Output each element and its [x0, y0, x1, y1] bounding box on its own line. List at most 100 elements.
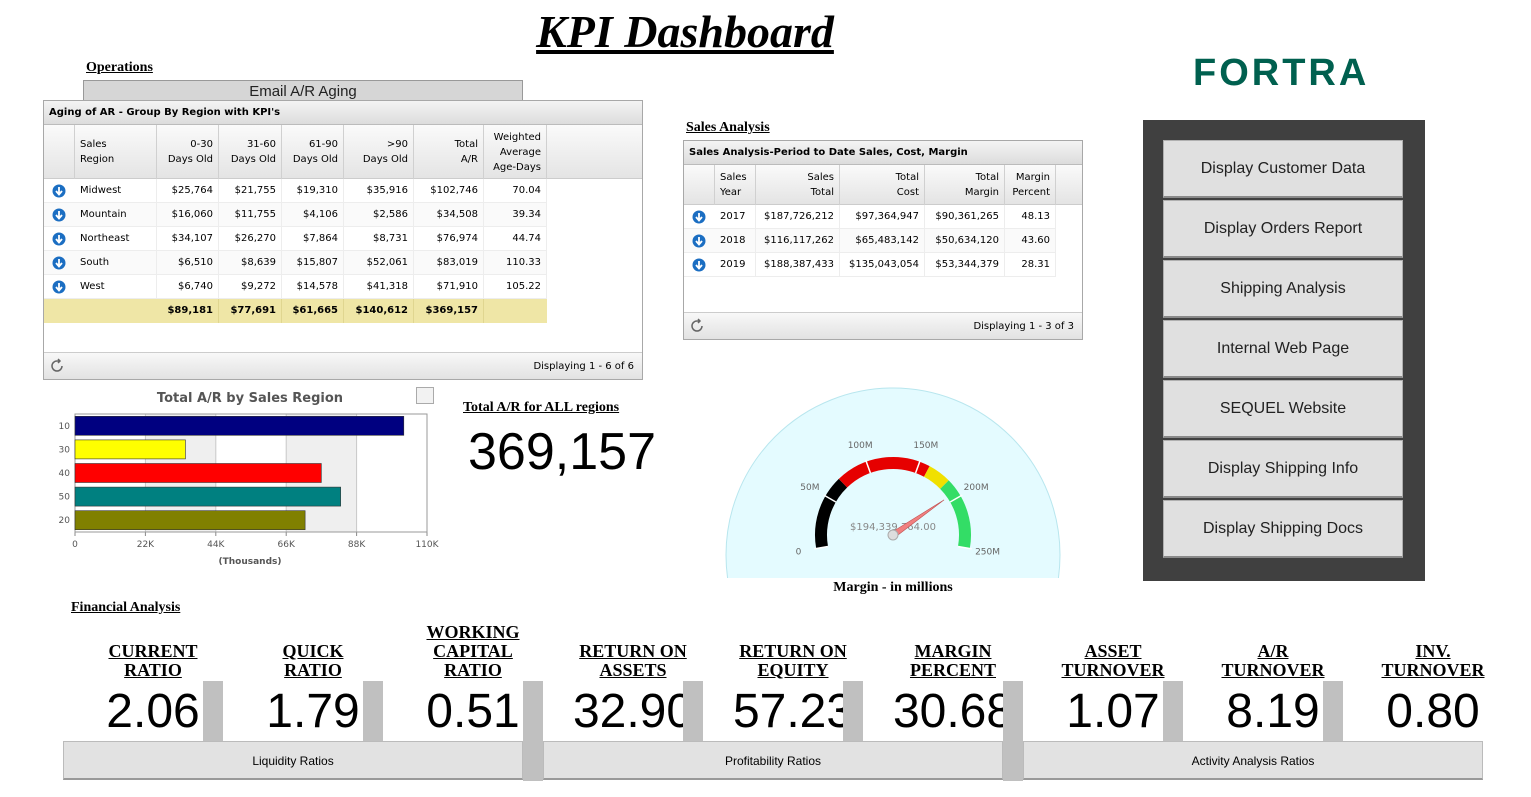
header-cell [44, 125, 75, 179]
refresh-icon[interactable] [689, 317, 705, 334]
download-icon[interactable] [416, 387, 434, 404]
nav-button[interactable]: Display Shipping Docs [1163, 500, 1403, 558]
separator [1003, 681, 1023, 781]
total-ar-label: Total A/R for ALL regions [463, 400, 620, 415]
grid-cell: $35,916 [344, 179, 414, 203]
grid-cell: South [75, 251, 157, 275]
grid-cell: $7,864 [282, 227, 344, 251]
email-button[interactable]: Email A/R Aging [83, 80, 523, 100]
grid-cell: $19,310 [282, 179, 344, 203]
grid-cell: $41,318 [344, 275, 414, 299]
bar [74, 439, 186, 460]
grid-band [286, 414, 357, 532]
icon-arrow [695, 213, 703, 222]
x-tick-label: 44K [207, 540, 225, 550]
grid-cell: 2019 [715, 253, 756, 277]
grid-cell: 28.31 [1005, 253, 1056, 277]
nav-button[interactable]: SEQUEL Website [1163, 380, 1403, 438]
expand-icon[interactable] [692, 234, 706, 248]
grid-cell: $15,807 [282, 251, 344, 275]
grid-title: Sales Analysis-Period to Date Sales, Cos… [684, 141, 1082, 165]
grid-cell: $2,586 [344, 203, 414, 227]
total-cell: $369,157 [414, 299, 484, 323]
gauge-tick [914, 459, 922, 474]
grid-row [44, 179, 547, 203]
grid-row [44, 251, 547, 275]
kpi-label: INV. TURNOVER [1381, 641, 1485, 680]
nav-button[interactable]: Display Orders Report [1163, 200, 1403, 258]
grid-footer: Displaying 1 - 3 of 3 [684, 312, 1082, 339]
section-label: Sales Analysis [686, 120, 770, 135]
grid-footer: Displaying 1 - 6 of 6 [44, 352, 642, 379]
column-header: Total A/R [414, 125, 484, 179]
column-header: Sales Region [75, 125, 157, 179]
icon-arrow [695, 237, 703, 246]
grid-cell: $16,060 [157, 203, 219, 227]
kpi-label: WORKING CAPITAL RATIO [426, 622, 520, 680]
grid-cell: $65,483,142 [840, 229, 925, 253]
expand-icon[interactable] [52, 256, 66, 270]
grid-cell: $83,019 [414, 251, 484, 275]
grid-cell: $14,578 [282, 275, 344, 299]
kpi-label: CURRENT RATIO [108, 641, 198, 680]
grid-cell: $21,755 [219, 179, 282, 203]
x-axis-label: (Thousands) [219, 557, 282, 567]
grid-cell: $34,508 [414, 203, 484, 227]
grid-cell: $187,726,212 [756, 205, 840, 229]
grid-cell: $6,740 [157, 275, 219, 299]
chart-title: Total A/R by Sales Region [157, 391, 343, 406]
kpi-value: 57.23 [732, 685, 854, 738]
gauge-title: Margin - in millions [833, 580, 953, 595]
grid-cell: $97,364,947 [840, 205, 925, 229]
grid-cell: $76,974 [414, 227, 484, 251]
gauge-band [940, 480, 971, 549]
kpi-label: ASSET TURNOVER [1061, 641, 1165, 680]
nav-button[interactable]: Internal Web Page [1163, 320, 1403, 378]
expand-icon[interactable] [52, 184, 66, 198]
total-cell: $61,665 [282, 299, 344, 323]
expand-icon[interactable] [692, 258, 706, 272]
grid-cell: 105.22 [484, 275, 547, 299]
grid-cell: $90,361,265 [925, 205, 1005, 229]
nav-button[interactable]: Display Customer Data [1163, 140, 1403, 198]
header-cell [684, 165, 715, 205]
gauge-tick-label: 250M [975, 548, 1000, 558]
expand-icon[interactable] [52, 232, 66, 246]
grid-cell: 2018 [715, 229, 756, 253]
grid-cell: $26,270 [219, 227, 282, 251]
grid-cell: 70.04 [484, 179, 547, 203]
kpi-value: 2.06 [106, 685, 200, 738]
refresh-icon[interactable] [49, 357, 65, 374]
kpi-label: MARGIN PERCENT [909, 641, 996, 680]
y-tick-label: 40 [59, 469, 71, 479]
gauge-tick-label: 150M [913, 441, 938, 451]
expand-icon[interactable] [692, 210, 706, 224]
bar [74, 510, 306, 531]
gauge-tick-label: 0 [796, 548, 802, 558]
icon-arrow [55, 211, 63, 220]
column-header: Total Cost [840, 165, 925, 205]
grid-cell: $4,106 [282, 203, 344, 227]
refresh-arc [691, 317, 703, 332]
section-label: Financial Analysis [71, 600, 181, 615]
bar [74, 486, 341, 507]
column-header: 0-30 Days Old [157, 125, 219, 179]
grid-cell: $11,755 [219, 203, 282, 227]
nav-button[interactable]: Display Shipping Info [1163, 440, 1403, 498]
nav-button[interactable]: Shipping Analysis [1163, 260, 1403, 318]
expand-icon[interactable] [52, 280, 66, 294]
gauge-tick [864, 459, 872, 474]
bar [74, 415, 405, 436]
grid-band [145, 414, 216, 532]
column-header: Total Margin [925, 165, 1005, 205]
gauge-band [923, 466, 949, 489]
grid-cell: $135,043,054 [840, 253, 925, 277]
grid-cell: 43.60 [1005, 229, 1056, 253]
kpi-label: QUICK RATIO [282, 641, 344, 680]
data-grid: Sales Analysis-Period to Date Sales, Cos… [683, 140, 1083, 340]
expand-icon[interactable] [52, 208, 66, 222]
page-title: KPI Dashboard [536, 6, 834, 57]
plot-border [74, 413, 428, 533]
ratio-group: Activity Analysis Ratios [1023, 741, 1483, 780]
